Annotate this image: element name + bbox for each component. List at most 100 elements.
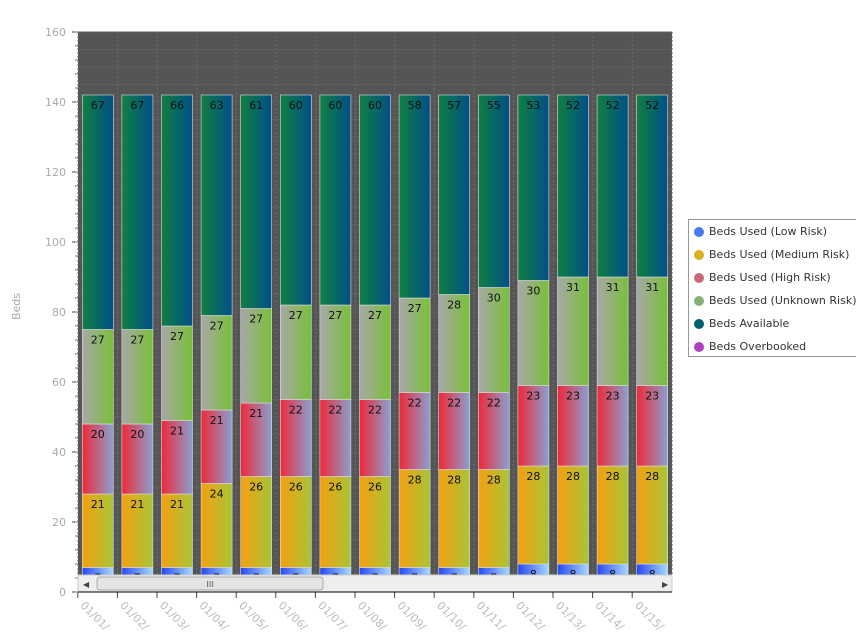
legend-item[interactable]: Beds Used (Unknown Risk) (689, 289, 856, 312)
data-label: 28 (487, 474, 501, 487)
data-label: 20 (91, 428, 105, 441)
bar-segment[interactable] (82, 423, 114, 495)
bar-segment[interactable] (121, 94, 154, 330)
data-label: 28 (606, 470, 620, 483)
bar-segment[interactable] (596, 276, 629, 386)
bar-segment[interactable] (121, 329, 154, 425)
data-label: 31 (606, 281, 620, 294)
bar-segment[interactable] (438, 94, 471, 295)
bar-segment[interactable] (636, 385, 669, 467)
x-tick-label: 01/08/ (355, 599, 389, 633)
bar-segment[interactable] (557, 385, 589, 467)
bar-segment[interactable] (477, 94, 510, 288)
bar-segment[interactable] (279, 476, 312, 568)
data-label: 27 (130, 334, 144, 347)
horizontal-scrollbar[interactable]: ◀ ▶ III (77, 574, 673, 593)
bar-segment[interactable] (438, 392, 471, 470)
bar-segment[interactable] (596, 465, 629, 565)
data-label: 28 (408, 474, 422, 487)
bar-segment[interactable] (517, 94, 550, 281)
x-tick-label: 01/10/ (434, 599, 468, 633)
bar-segment[interactable] (438, 294, 471, 393)
scroll-left-arrow-icon[interactable]: ◀ (83, 580, 90, 589)
scroll-right-arrow-icon[interactable]: ▶ (662, 580, 669, 589)
data-label: 23 (566, 390, 580, 403)
bar-segment[interactable] (557, 94, 589, 278)
legend-item[interactable]: Beds Available (689, 312, 856, 335)
bar-segment[interactable] (398, 392, 431, 470)
y-axis-label: Beds (10, 292, 24, 321)
bar-segment[interactable] (477, 287, 510, 393)
bar-segment[interactable] (161, 420, 193, 495)
bar-segment[interactable] (200, 409, 233, 484)
legend-marker-icon (694, 226, 704, 237)
bar-segment[interactable] (596, 385, 629, 467)
bar-segment[interactable] (398, 94, 431, 299)
data-label: 28 (447, 299, 461, 312)
bar-segment[interactable] (200, 94, 233, 316)
bar-segment[interactable] (240, 402, 272, 477)
x-tick-label: 01/12/ (513, 599, 547, 633)
data-label: 52 (645, 99, 659, 112)
bar-segment[interactable] (319, 476, 352, 568)
bar-segment[interactable] (359, 94, 391, 306)
bar-segment[interactable] (319, 399, 352, 477)
bar-segment[interactable] (319, 94, 352, 306)
legend-marker-icon (694, 249, 704, 260)
y-tick-label: 20 (52, 516, 66, 529)
data-label: 30 (487, 292, 501, 305)
legend-item[interactable]: Beds Used (Medium Risk) (689, 243, 856, 266)
bar-segment[interactable] (279, 399, 312, 477)
bar-segment[interactable] (319, 304, 352, 400)
bar-segment[interactable] (279, 304, 312, 400)
x-tick-label: 01/14/ (592, 599, 626, 633)
x-tick-label: 01/01/ (78, 599, 112, 633)
bar-segment[interactable] (240, 94, 272, 309)
bar-segment[interactable] (636, 94, 669, 278)
bar-segment[interactable] (438, 469, 471, 568)
data-label: 22 (328, 404, 342, 417)
legend-label: Beds Used (Unknown Risk) (709, 294, 856, 307)
legend-item[interactable]: Beds Used (High Risk) (689, 266, 856, 289)
bar-segment[interactable] (477, 469, 510, 568)
data-label: 60 (368, 99, 382, 112)
bar-segment[interactable] (517, 280, 550, 386)
bar-segment[interactable] (121, 493, 154, 568)
bar-segment[interactable] (517, 385, 550, 467)
legend-item[interactable]: Beds Used (Low Risk) (689, 220, 856, 243)
bar-segment[interactable] (359, 304, 391, 400)
bar-segment[interactable] (636, 276, 669, 386)
bar-segment[interactable] (161, 493, 193, 568)
data-label: 52 (566, 99, 580, 112)
scrollbar-thumb[interactable] (96, 576, 324, 591)
bar-segment[interactable] (82, 94, 114, 330)
x-tick-label: 01/15/ (632, 599, 666, 633)
bar-segment[interactable] (636, 465, 669, 565)
bar-segment[interactable] (161, 325, 193, 421)
bar-segment[interactable] (398, 297, 431, 393)
bar-segment[interactable] (240, 476, 272, 568)
bar-segment[interactable] (596, 94, 629, 278)
data-label: 22 (408, 397, 422, 410)
bar-segment[interactable] (398, 469, 431, 568)
legend-item[interactable]: Beds Overbooked (689, 335, 856, 358)
bar-segment[interactable] (82, 329, 114, 425)
bar-segment[interactable] (359, 476, 391, 568)
x-tick-label: 01/02/ (117, 599, 151, 633)
bar-segment[interactable] (557, 465, 589, 565)
bar-segment[interactable] (200, 315, 233, 411)
bar-segment[interactable] (517, 465, 550, 565)
data-label: 27 (289, 309, 303, 322)
bar-segment[interactable] (359, 399, 391, 477)
legend-label: Beds Overbooked (709, 340, 807, 353)
bar-segment[interactable] (279, 94, 312, 306)
data-label: 23 (606, 390, 620, 403)
bar-segment[interactable] (161, 94, 193, 327)
data-label: 27 (249, 313, 263, 326)
bar-segment[interactable] (82, 493, 114, 568)
bar-segment[interactable] (240, 308, 272, 404)
data-label: 60 (328, 99, 342, 112)
legend-label: Beds Used (Low Risk) (709, 225, 828, 238)
legend: Beds Used (Low Risk) Beds Used (Medium Ri… (688, 219, 856, 357)
data-label: 67 (130, 99, 144, 112)
